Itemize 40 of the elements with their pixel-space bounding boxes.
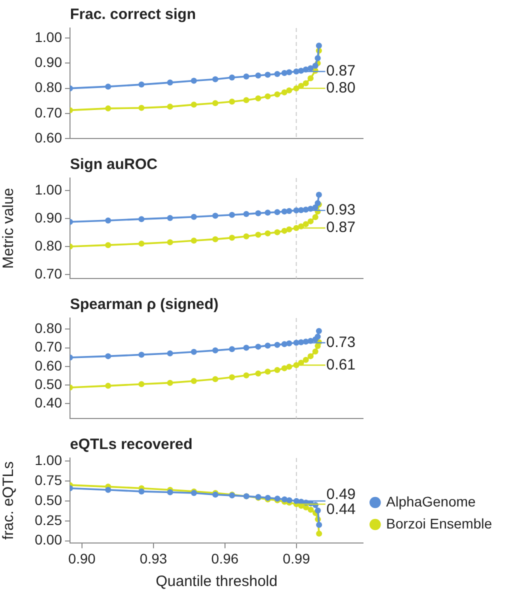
y-tick-label: 0.60 bbox=[34, 129, 62, 146]
annotation: 0.87 bbox=[326, 219, 356, 236]
annotation: 0.44 bbox=[326, 501, 356, 518]
annotation: 0.49 bbox=[326, 486, 356, 504]
y-tick-label: 1.00 bbox=[34, 181, 62, 198]
y-tick-label: 0.25 bbox=[34, 512, 62, 528]
y-tick-label: 0.40 bbox=[34, 394, 62, 411]
chart-title: Spearman ρ (signed) bbox=[70, 296, 218, 314]
y-tick-label: 0.50 bbox=[34, 376, 62, 392]
x-tick-label: 0.93 bbox=[140, 550, 168, 566]
chart-title: Frac. correct sign bbox=[70, 6, 196, 24]
y-axis-title: Metric value bbox=[0, 188, 18, 269]
y-tick-label: 0.60 bbox=[34, 357, 62, 374]
x-tick-label: 0.90 bbox=[68, 550, 96, 566]
annotation: 0.93 bbox=[326, 202, 356, 219]
y-tick-label: 0.90 bbox=[34, 209, 62, 226]
y-tick-label: 0.00 bbox=[34, 532, 62, 548]
y-tick-label: 0.50 bbox=[34, 492, 62, 508]
x-tick-label: 0.96 bbox=[211, 550, 239, 566]
annotation: 0.87 bbox=[326, 62, 356, 80]
legend-label: AlphaGenome bbox=[386, 493, 476, 510]
annotation: 0.73 bbox=[326, 334, 356, 351]
y-tick-label: 1.00 bbox=[34, 28, 62, 45]
annotation: 0.80 bbox=[326, 79, 356, 96]
chart-title: Sign auROC bbox=[70, 156, 158, 174]
y-tick-label: 0.70 bbox=[34, 338, 62, 355]
y-axis-title: frac. eQTLs bbox=[0, 461, 18, 540]
y-tick-label: 0.70 bbox=[34, 265, 62, 282]
chart-title: eQTLs recovered bbox=[70, 436, 193, 454]
legend-label: Borzoi Ensemble bbox=[386, 515, 492, 532]
y-tick-label: 0.75 bbox=[34, 472, 62, 488]
y-tick-label: 0.80 bbox=[34, 320, 62, 336]
annotation: 0.61 bbox=[326, 356, 356, 374]
y-tick-label: 0.70 bbox=[34, 104, 62, 120]
x-axis-title: Quantile threshold bbox=[156, 573, 278, 590]
y-tick-label: 1.00 bbox=[34, 452, 62, 468]
y-tick-label: 0.90 bbox=[34, 54, 62, 70]
y-tick-label: 0.80 bbox=[34, 79, 62, 96]
y-tick-label: 0.80 bbox=[34, 237, 62, 254]
x-tick-label: 0.99 bbox=[282, 550, 310, 566]
